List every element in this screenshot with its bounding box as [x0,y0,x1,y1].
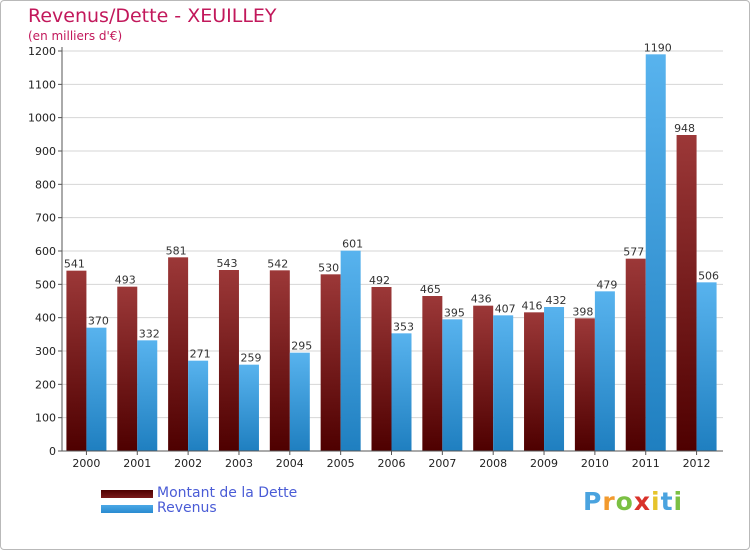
y-tick-label-600: 600 [35,245,56,258]
data-label-debt-2001: 493 [115,274,136,287]
data-label-revenus-2006: 353 [393,320,414,333]
data-label-debt-2006: 492 [369,274,390,287]
data-label-revenus-2005: 601 [342,238,363,251]
bar-debt-2007 [422,296,443,451]
x-tick-label-2004: 2004 [276,457,304,470]
bar-debt-2006 [371,287,392,451]
data-label-revenus-2004: 295 [291,340,312,353]
y-tick-label-400: 400 [35,312,56,325]
x-tick-label-2008: 2008 [479,457,507,470]
y-tick-label-200: 200 [35,378,56,391]
x-tick-label-2010: 2010 [581,457,609,470]
bar-revenus-2007 [442,319,463,451]
logo-letter: i [673,487,684,516]
bar-revenus-2003 [238,364,259,451]
bar-revenus-2005 [340,250,361,451]
bar-revenus-2011 [645,54,666,451]
bar-revenus-2001 [137,340,158,451]
data-label-revenus-2009: 432 [546,294,567,307]
data-label-debt-2002: 581 [166,244,187,257]
logo-letter: x [633,487,651,516]
data-label-debt-2004: 542 [267,257,288,270]
y-tick-label-1200: 1200 [28,45,56,58]
logo-letter: r [602,487,616,516]
logo-letter: i [651,487,661,516]
bar-debt-2001 [117,286,138,451]
y-tick-label-500: 500 [35,278,56,291]
data-label-debt-2003: 543 [216,257,237,270]
chart-title: Revenus/Dette - XEUILLEY [28,5,277,27]
logo-letter: t [660,487,674,516]
logo-letter: o [615,487,634,516]
x-tick-label-2011: 2011 [632,457,660,470]
proxiti-logo: Proxiti [583,487,683,516]
bar-debt-2008 [473,305,494,451]
data-label-revenus-2001: 332 [139,327,160,340]
y-tick-label-300: 300 [35,345,56,358]
bar-revenus-2009 [544,307,565,451]
logo-letter: P [583,487,603,516]
data-label-debt-2000: 541 [64,258,85,271]
bar-debt-2005 [320,274,341,451]
x-tick-label-2000: 2000 [72,457,100,470]
bar-debt-2011 [625,258,646,451]
y-tick-label-1100: 1100 [28,78,56,91]
chart-subtitle: (en milliers d'€) [28,29,123,43]
x-tick-label-2005: 2005 [327,457,355,470]
data-label-revenus-2011: 1190 [644,41,672,54]
legend-swatch-revenus [101,505,153,513]
bar-revenus-2012 [696,282,717,451]
y-tick-label-800: 800 [35,178,56,191]
bar-debt-2000 [66,270,87,451]
legend-swatch-debt [101,490,153,498]
bar-debt-2010 [574,318,595,451]
y-tick-label-100: 100 [35,412,56,425]
x-tick-label-2007: 2007 [428,457,456,470]
bar-debt-2002 [168,257,189,451]
data-label-revenus-2012: 506 [698,269,719,282]
data-label-debt-2008: 436 [471,293,492,306]
x-tick-label-2009: 2009 [530,457,558,470]
x-tick-label-2012: 2012 [683,457,711,470]
bar-revenus-2000 [86,327,107,451]
bar-revenus-2010 [594,291,615,451]
bar-revenus-2008 [493,315,514,451]
bar-revenus-2002 [188,360,209,451]
data-label-revenus-2008: 407 [495,302,516,315]
x-tick-label-2002: 2002 [174,457,202,470]
bar-debt-2012 [676,135,697,451]
y-tick-label-1000: 1000 [28,112,56,125]
bar-revenus-2004 [289,352,310,451]
x-tick-label-2003: 2003 [225,457,253,470]
legend-label-revenus: Revenus [157,500,217,516]
data-label-debt-2005: 530 [318,261,339,274]
x-tick-label-2006: 2006 [378,457,406,470]
bar-debt-2003 [218,270,239,451]
data-label-debt-2007: 465 [420,283,441,296]
data-label-debt-2012: 948 [674,122,695,135]
data-label-revenus-2010: 479 [596,278,617,291]
legend-label-debt: Montant de la Dette [157,485,298,501]
data-label-revenus-2000: 370 [88,315,109,328]
bar-revenus-2006 [391,333,412,451]
y-tick-label-900: 900 [35,145,56,158]
bar-debt-2004 [269,270,290,451]
data-label-revenus-2003: 259 [240,352,261,365]
data-label-debt-2011: 577 [623,246,644,259]
x-tick-label-2001: 2001 [123,457,151,470]
data-label-revenus-2007: 395 [444,306,465,319]
y-tick-label-700: 700 [35,212,56,225]
data-label-debt-2010: 398 [572,305,593,318]
data-label-revenus-2002: 271 [190,348,211,361]
bar-debt-2009 [524,312,545,451]
data-label-debt-2009: 416 [522,299,543,312]
y-tick-label-0: 0 [49,445,56,458]
